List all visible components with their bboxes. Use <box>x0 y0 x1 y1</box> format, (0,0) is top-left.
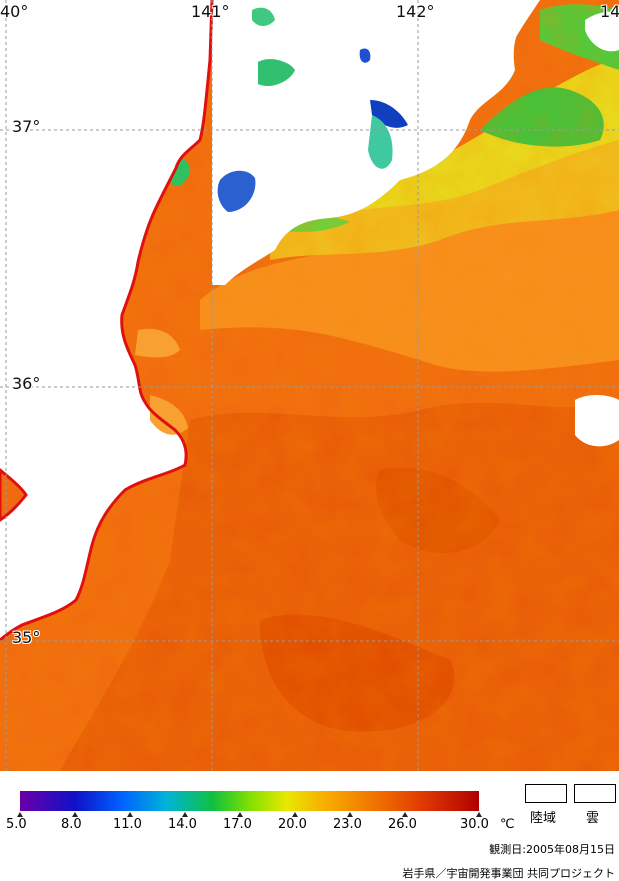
cloud-mask-4 <box>585 11 619 52</box>
cloud-mask-3 <box>575 395 619 447</box>
colorbar-tick-label: 11.0 <box>113 817 142 832</box>
coastal-warm-strip-2 <box>150 395 188 435</box>
cold-pixel-patch <box>217 170 256 212</box>
colorbar-tick <box>72 812 78 817</box>
cyan-pixel-patch <box>368 115 393 169</box>
latitude-label-36: 36° <box>12 374 41 393</box>
colorbar-tick <box>17 812 23 817</box>
green-pixel-patch-3 <box>252 7 275 26</box>
latitude-label-35: 35° <box>12 628 41 647</box>
colorbar-tick <box>182 812 188 817</box>
credit-line: 岩手県／宇宙開発事業団 共同プロジェクト <box>402 867 616 880</box>
colorbar-tick <box>347 812 353 817</box>
colorbar-tick <box>476 812 482 817</box>
land-key-label: 陸域 <box>530 811 557 826</box>
graticule <box>0 0 619 771</box>
latitude-label-37: 37° <box>12 117 41 136</box>
colorbar-tick-label: 14.0 <box>168 817 197 832</box>
colorbar-tick-label: 5.0 <box>6 817 27 832</box>
cloud-key-swatch <box>574 784 616 803</box>
coastal-warm-strip <box>135 328 180 358</box>
longitude-label-141: 141° <box>191 2 230 21</box>
colorbar-tick <box>237 812 243 817</box>
temperature-unit: ℃ <box>500 817 515 832</box>
longitude-label-142: 142° <box>396 2 435 21</box>
colorbar-tick <box>127 812 133 817</box>
cloud-mask-2 <box>428 0 540 114</box>
cloud-key-label: 雲 <box>586 811 600 826</box>
colorbar-tick <box>402 812 408 817</box>
temperature-legend: 5.0 8.0 11.0 14.0 17.0 20.0 23.0 26.0 30… <box>0 771 619 881</box>
colorbar-tick-label: 20.0 <box>278 817 307 832</box>
blue-pixel-patch-2 <box>359 48 371 63</box>
colorbar-tick-label: 23.0 <box>333 817 362 832</box>
longitude-label-140: 40° <box>0 2 29 21</box>
colorbar-tick <box>292 812 298 817</box>
green-pixel-patch <box>258 59 295 87</box>
colorbar-tick-label: 30.0 <box>460 817 489 832</box>
observation-date: 観測日:2005年08月15日 <box>489 843 615 856</box>
colorbar-tick-label: 17.0 <box>223 817 252 832</box>
land-key-swatch <box>525 784 567 803</box>
temperature-colorbar <box>20 791 479 811</box>
coastline <box>0 0 214 642</box>
sea-surface-temperature-map <box>0 0 619 771</box>
land-area <box>0 0 212 640</box>
colorbar-tick-label: 26.0 <box>388 817 417 832</box>
longitude-label-143: 14 <box>600 2 619 21</box>
colorbar-tick-label: 8.0 <box>61 817 82 832</box>
